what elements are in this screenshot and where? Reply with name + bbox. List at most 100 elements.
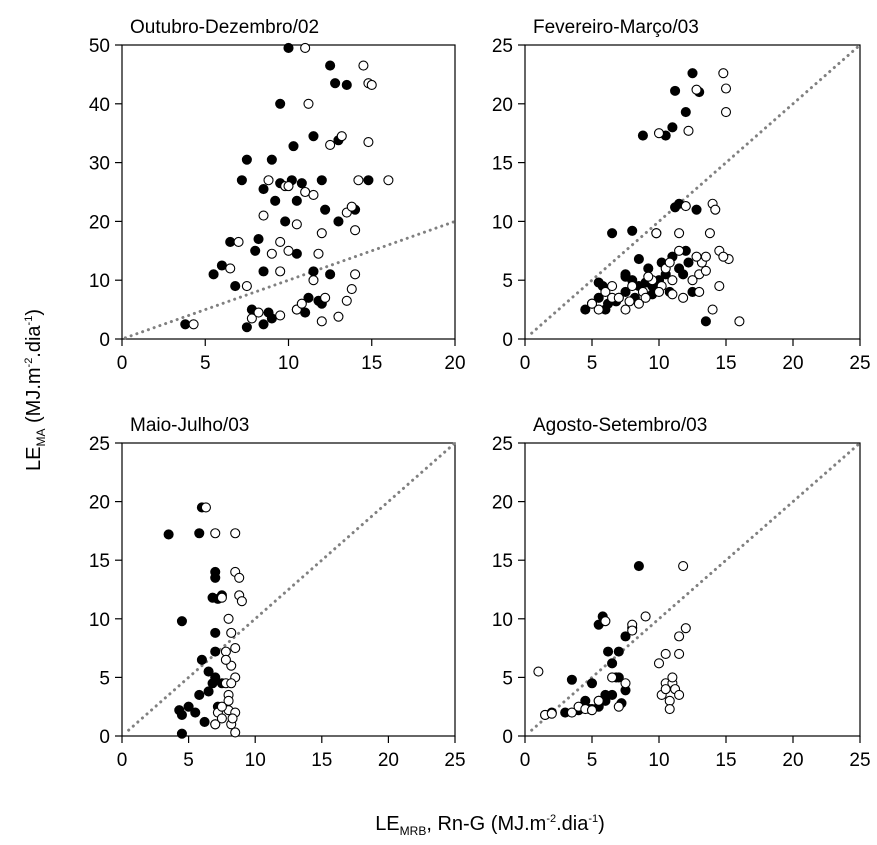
data-point-open	[227, 679, 236, 688]
data-point-open	[317, 317, 326, 326]
data-point-open	[317, 229, 326, 238]
data-point-filled	[231, 282, 240, 291]
data-point-filled	[671, 86, 680, 95]
x-tick-label: 5	[587, 353, 598, 374]
data-point-filled	[267, 314, 276, 323]
data-point-filled	[331, 79, 340, 88]
data-point-open	[655, 287, 664, 296]
data-point-open	[668, 276, 677, 285]
x-tick-label: 0	[520, 353, 531, 374]
y-tick-label: 25	[492, 36, 513, 57]
data-point-open	[681, 202, 690, 211]
data-point-filled	[301, 308, 310, 317]
data-point-filled	[588, 679, 597, 688]
data-point-open	[228, 714, 237, 723]
data-point-open	[292, 220, 301, 229]
data-point-open	[354, 176, 363, 185]
data-point-filled	[191, 708, 200, 717]
data-point-filled	[644, 264, 653, 273]
data-point-filled	[242, 155, 251, 164]
x-tick-label: 10	[648, 750, 669, 771]
panel-title: Outubro-Dezembro/02	[130, 17, 319, 38]
data-point-open	[217, 714, 226, 723]
y-tick-label: 10	[492, 212, 513, 233]
reference-line	[125, 221, 455, 337]
data-point-open	[679, 293, 688, 302]
data-point-filled	[209, 270, 218, 279]
data-point-open	[668, 673, 677, 682]
data-point-open	[364, 138, 373, 147]
data-point-filled	[181, 320, 190, 329]
data-point-open	[614, 702, 623, 711]
data-point-open	[715, 282, 724, 291]
data-point-filled	[309, 267, 318, 276]
panel-3: 0 5 10 15 20 25 0 5 10 15 20 25 Maio-Julho/03	[89, 415, 466, 771]
panel-title: Maio-Julho/03	[130, 415, 249, 436]
data-point-filled	[364, 176, 373, 185]
data-point-open	[675, 649, 684, 658]
data-point-open	[367, 80, 376, 89]
data-point-open	[334, 312, 343, 321]
data-point-open	[337, 132, 346, 141]
data-point-open	[665, 705, 674, 714]
data-point-filled	[326, 270, 335, 279]
x-tick-label: 0	[117, 750, 128, 771]
data-point-open	[668, 290, 677, 299]
data-point-filled	[681, 108, 690, 117]
data-point-filled	[259, 185, 268, 194]
x-tick-label: 10	[648, 353, 669, 374]
panel-2: 0 5 10 15 20 25 0 5 10 15 20 25 Fevereiro-Março/03	[492, 17, 871, 374]
data-point-open	[692, 252, 701, 261]
y-tick-label: 20	[89, 212, 110, 233]
data-point-filled	[164, 530, 173, 539]
data-point-open	[695, 287, 704, 296]
data-point-open	[681, 624, 690, 633]
data-point-open	[259, 211, 268, 220]
data-point-open	[189, 320, 198, 329]
y-tick-label: 15	[492, 551, 513, 572]
data-point-open	[284, 182, 293, 191]
data-point-filled	[292, 249, 301, 258]
data-point-filled	[242, 323, 251, 332]
data-point-filled	[688, 69, 697, 78]
data-point-open	[304, 99, 313, 108]
data-point-filled	[177, 729, 186, 738]
data-point-open	[701, 266, 710, 275]
data-point-open	[217, 593, 226, 602]
data-point-open	[534, 667, 543, 676]
y-tick-label: 0	[99, 727, 110, 748]
data-point-open	[608, 673, 617, 682]
data-point-open	[234, 237, 243, 246]
data-point-filled	[195, 529, 204, 538]
y-tick-label: 10	[89, 271, 110, 292]
data-point-filled	[317, 176, 326, 185]
data-point-filled	[267, 155, 276, 164]
data-point-filled	[671, 203, 680, 212]
data-point-filled	[289, 142, 298, 151]
data-point-filled	[251, 246, 260, 255]
data-point-open	[614, 293, 623, 302]
data-point-open	[217, 702, 226, 711]
y-tick-label: 20	[89, 493, 110, 514]
x-tick-label: 15	[311, 750, 332, 771]
data-point-filled	[634, 562, 643, 571]
data-point-filled	[608, 659, 617, 668]
x-tick-label: 25	[849, 750, 870, 771]
data-point-open	[264, 176, 273, 185]
data-point-open	[254, 308, 263, 317]
data-point-open	[211, 529, 220, 538]
data-point-filled	[604, 647, 613, 656]
data-point-open	[628, 282, 637, 291]
data-point-filled	[177, 617, 186, 626]
data-point-open	[594, 696, 603, 705]
data-point-open	[284, 246, 293, 255]
data-point-open	[342, 296, 351, 305]
y-tick-label: 25	[89, 434, 110, 455]
data-point-open	[661, 685, 670, 694]
data-point-open	[621, 679, 630, 688]
data-point-open	[309, 276, 318, 285]
y-tick-label: 20	[492, 95, 513, 116]
data-point-filled	[668, 123, 677, 132]
x-tick-label: 20	[444, 353, 465, 374]
data-point-filled	[567, 675, 576, 684]
